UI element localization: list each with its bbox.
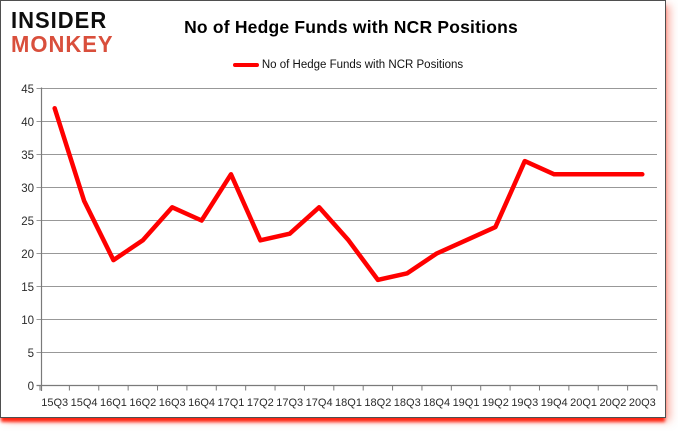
x-tick-label: 18Q3 bbox=[394, 397, 421, 409]
x-tick-label: 19Q3 bbox=[511, 397, 538, 409]
x-tick-label: 15Q3 bbox=[41, 397, 68, 409]
x-tick-label: 20Q1 bbox=[570, 397, 597, 409]
x-tick-label: 20Q3 bbox=[629, 397, 656, 409]
y-tick-label: 30 bbox=[21, 183, 34, 195]
x-tick-label: 18Q4 bbox=[423, 397, 450, 409]
x-tick-label: 19Q2 bbox=[482, 397, 509, 409]
y-tick-label: 0 bbox=[28, 381, 34, 393]
y-tick-label: 40 bbox=[21, 117, 34, 129]
x-tick-label: 16Q1 bbox=[100, 397, 127, 409]
y-tick-label: 25 bbox=[21, 216, 34, 228]
x-tick-label: 17Q3 bbox=[276, 397, 303, 409]
x-tick-label: 17Q1 bbox=[218, 397, 245, 409]
x-tick-label: 18Q1 bbox=[335, 397, 362, 409]
logo-text-monkey: MONKEY bbox=[11, 30, 114, 58]
x-tick-label: 17Q4 bbox=[306, 397, 333, 409]
x-tick-label: 18Q2 bbox=[364, 397, 391, 409]
y-tick-label: 5 bbox=[28, 348, 34, 360]
chart-card: INSIDER MONKEY No of Hedge Funds with NC… bbox=[0, 0, 666, 418]
y-tick-label: 20 bbox=[21, 249, 34, 261]
x-tick-label: 15Q4 bbox=[71, 397, 98, 409]
y-tick-label: 35 bbox=[21, 150, 34, 162]
x-tick-label: 20Q2 bbox=[599, 397, 626, 409]
y-tick-label: 15 bbox=[21, 282, 34, 294]
series-line bbox=[52, 106, 645, 283]
legend-label: No of Hedge Funds with NCR Positions bbox=[261, 59, 464, 71]
chart-title: No of Hedge Funds with NCR Positions bbox=[184, 17, 518, 37]
line-chart-plot: 0 5 10 15 20 25 30 35 40 45 15Q3 15Q4 16Q1 16Q2 16Q3 16… bbox=[21, 84, 658, 409]
y-tick-label: 10 bbox=[21, 315, 34, 327]
x-tick-label: 16Q2 bbox=[129, 397, 156, 409]
y-tick-label: 45 bbox=[21, 84, 34, 96]
x-tick-label: 16Q3 bbox=[159, 397, 186, 409]
legend-line-marker bbox=[232, 62, 259, 68]
x-tick-label: 19Q1 bbox=[453, 397, 480, 409]
chart-legend: No of Hedge Funds with NCR Positions bbox=[1, 59, 665, 71]
x-tick-label: 16Q4 bbox=[188, 397, 215, 409]
x-tick-label: 19Q4 bbox=[541, 397, 568, 409]
logo-text-insider: INSIDER bbox=[11, 6, 108, 34]
x-tick-label: 17Q2 bbox=[247, 397, 274, 409]
insider-monkey-logo: INSIDER MONKEY bbox=[11, 6, 114, 58]
